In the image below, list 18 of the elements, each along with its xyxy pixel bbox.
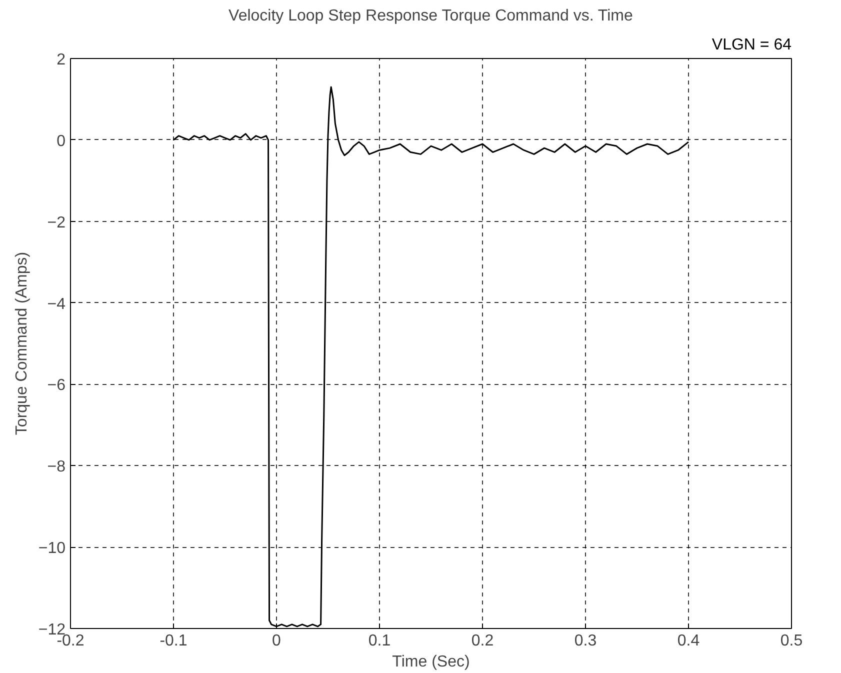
x-tick-label: 0.1 xyxy=(368,632,391,650)
y-tick-label: 2 xyxy=(56,52,66,68)
y-axis-title: Torque Command (Amps) xyxy=(13,252,30,436)
x-tick-label: 0 xyxy=(272,632,282,650)
x-tick-label: 0.3 xyxy=(574,632,597,650)
chart-title: Velocity Loop Step Response Torque Command vs. Time xyxy=(228,8,633,24)
y-tick-label: −10 xyxy=(38,540,66,558)
text: VLGN = 64 xyxy=(712,36,792,54)
x-tick-label: 0.4 xyxy=(677,632,700,650)
y-tick-label: −4 xyxy=(47,296,66,313)
y-tick-label: −2 xyxy=(47,214,66,232)
x-tick-label: 0.2 xyxy=(471,632,494,650)
x-tick-label: -0.1 xyxy=(160,632,188,650)
x-axis-title: Time (Sec) xyxy=(392,654,470,670)
x-tick-label: 0.5 xyxy=(780,632,803,650)
y-tick-label: 0 xyxy=(56,132,66,150)
y-tick-label: −8 xyxy=(47,458,66,476)
y-tick-label: −6 xyxy=(47,377,66,394)
